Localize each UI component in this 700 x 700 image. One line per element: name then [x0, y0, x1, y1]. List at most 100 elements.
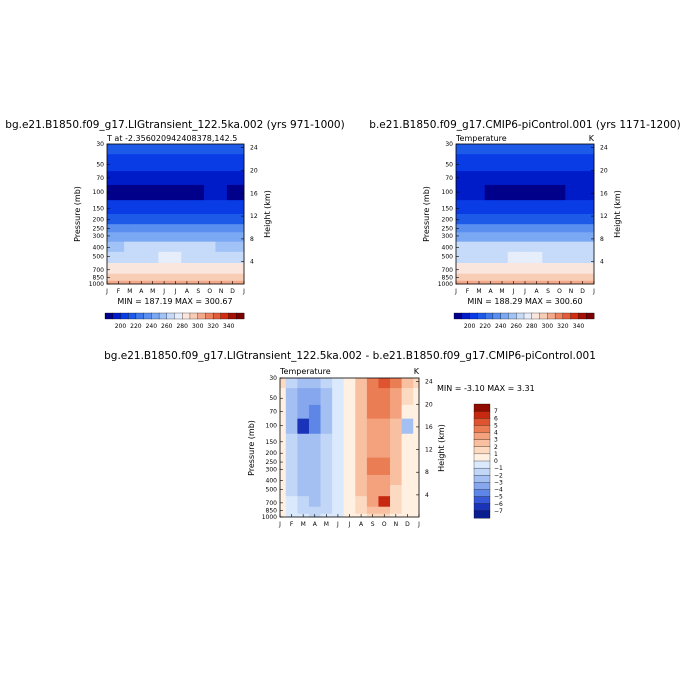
heatmap-cell: [473, 241, 486, 253]
heatmap-cell: [308, 465, 321, 476]
heatmap-cell: [484, 251, 497, 264]
heatmap-cell: [401, 447, 414, 459]
heatmap-cell: [355, 433, 368, 448]
heatmap-cell: [496, 171, 509, 186]
heatmap-cell: [456, 214, 463, 225]
heatmap-cell: [355, 404, 368, 420]
heatmap-cell: [565, 251, 578, 264]
x-tick-label: J: [162, 288, 165, 295]
colorbar-swatch: [205, 312, 214, 320]
colorbar-tick-label: 280: [176, 323, 188, 330]
heatmap-cell: [553, 154, 566, 172]
heatmap-cell: [280, 433, 287, 448]
heatmap-cell: [285, 457, 298, 467]
heatmap-cell: [124, 184, 136, 201]
y-tick-label: 300: [266, 466, 278, 473]
heatmap-cell: [378, 465, 391, 476]
heatmap-cell: [280, 496, 287, 508]
heatmap-cell: [320, 388, 333, 406]
heatmap-cell: [169, 200, 182, 215]
y2-tick-label: 24: [600, 145, 608, 152]
heatmap-cell: [343, 433, 356, 448]
heatmap-cell: [390, 388, 403, 406]
heatmap-cell: [204, 263, 216, 275]
heatmap-cell: [107, 200, 114, 215]
heatmap-cell: [320, 465, 333, 476]
heatmap-cell: [158, 214, 171, 225]
heatmap-cell: [308, 496, 321, 508]
heatmap-cell: [181, 232, 194, 243]
colorbar-swatch: [158, 312, 168, 320]
heatmap-cell: [401, 506, 414, 515]
heatmap-cell: [588, 171, 595, 186]
x-tick-label: A: [534, 288, 539, 295]
y-tick-label: 250: [442, 226, 454, 233]
y2-tick-label: 8: [250, 236, 254, 243]
heatmap-cell: [297, 433, 310, 448]
colorbar-swatch: [473, 503, 491, 512]
heatmap-cell: [588, 144, 595, 155]
heatmap-cell: [297, 378, 310, 389]
panel-left-label: T at -2.356020942408378,142.5: [106, 134, 237, 143]
heatmap-cell: [542, 251, 555, 264]
colorbar-swatch: [570, 312, 579, 320]
colorbar-swatch: [469, 312, 478, 320]
heatmap-cell: [507, 224, 520, 233]
y-tick-label: 400: [93, 244, 105, 251]
heatmap-cell: [135, 171, 148, 186]
heatmap-cell: [507, 144, 520, 155]
heatmap-cell: [343, 506, 356, 515]
heatmap-cell: [413, 418, 420, 435]
heatmap-cell: [484, 224, 497, 233]
heatmap-cell: [484, 214, 497, 225]
colorbar-tick-label: 4: [494, 430, 498, 437]
heatmap-cell: [192, 200, 205, 215]
heatmap-cell: [519, 184, 532, 201]
heatmap-cell: [355, 388, 368, 406]
heatmap-cell: [390, 465, 403, 476]
x-tick-label: J: [278, 521, 281, 528]
colorbar-swatch: [473, 489, 491, 498]
heatmap-cell: [135, 263, 148, 275]
heatmap-cell: [461, 232, 474, 243]
heatmap-cell: [413, 404, 420, 420]
heatmap-cell: [530, 273, 543, 282]
y-tick-label: 850: [266, 508, 278, 515]
heatmap-cell: [192, 232, 205, 243]
heatmap-cell: [308, 457, 321, 467]
heatmap-cell: [530, 144, 543, 155]
x-tick-label: J: [417, 521, 420, 528]
heatmap-cell: [473, 200, 486, 215]
heatmap-cell: [124, 263, 136, 275]
heatmap-cell: [507, 171, 520, 186]
heatmap-cell: [473, 251, 486, 264]
x-tick-label: J: [523, 288, 526, 295]
heatmap-cell: [280, 404, 287, 420]
heatmap-cell: [181, 263, 194, 275]
heatmap-cell: [401, 485, 414, 497]
heatmap-cell: [215, 184, 228, 201]
heatmap-cell: [413, 506, 420, 515]
colorbar-swatch: [189, 312, 199, 320]
colorbar-swatch: [151, 312, 160, 320]
heatmap-cell: [390, 378, 403, 389]
x-tick-label: J: [336, 521, 339, 528]
heatmap-cell: [280, 474, 287, 486]
heatmap-cell: [461, 171, 474, 186]
y-tick-label: 700: [442, 267, 454, 274]
heatmap-cell: [135, 184, 148, 201]
heatmap-cell: [124, 154, 136, 172]
colorbar-tick-label: 260: [161, 323, 173, 330]
heatmap-cell: [507, 200, 520, 215]
heatmap-cell: [390, 506, 403, 515]
heatmap-cell: [413, 378, 420, 389]
heatmap-cell: [565, 200, 578, 215]
heatmap-cell: [565, 232, 578, 243]
heatmap-cell: [378, 457, 391, 467]
heatmap-cell: [519, 224, 532, 233]
heatmap-cell: [456, 154, 463, 172]
heatmap-cell: [519, 144, 532, 155]
heatmap-cell: [280, 388, 287, 406]
heatmap-cell: [285, 506, 298, 515]
heatmap-cell: [146, 263, 159, 275]
